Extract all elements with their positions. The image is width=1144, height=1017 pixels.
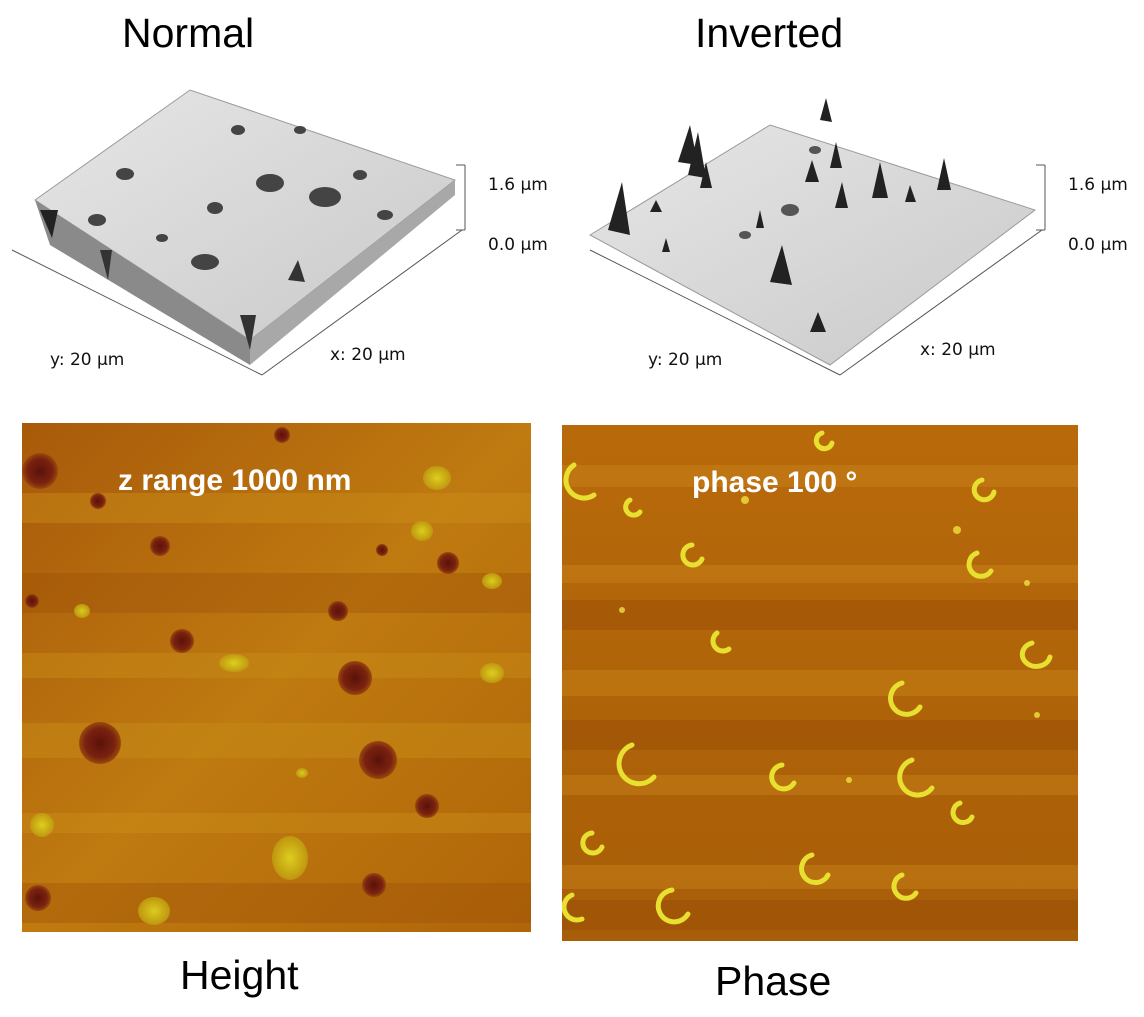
inverted-y-label: y: 20 µm	[648, 350, 722, 370]
height-overlay-label: z range 1000 nm	[118, 464, 352, 497]
normal-x-label: x: 20 µm	[330, 345, 406, 365]
inverted-z-top-label: 1.6 µm	[1068, 175, 1128, 195]
inverted-title: Inverted	[695, 10, 844, 56]
inverted-x-label: x: 20 µm	[920, 340, 996, 360]
normal-y-label: y: 20 µm	[50, 350, 124, 370]
phase-map	[562, 425, 1078, 941]
phase-caption: Phase	[715, 958, 832, 1004]
normal-z-top-label: 1.6 µm	[488, 175, 548, 195]
normal-z-bottom-label: 0.0 µm	[488, 235, 548, 255]
normal-3d-surface: 1.6 µm 0.0 µm y: 20 µm x: 20 µm	[11, 89, 548, 376]
inverted-3d-surface: 1.6 µm 0.0 µm y: 20 µm x: 20 µm	[588, 98, 1128, 376]
height-caption: Height	[180, 952, 299, 998]
phase-overlay-label: phase 100 °	[692, 466, 858, 499]
normal-title: Normal	[122, 10, 255, 56]
inverted-z-bottom-label: 0.0 µm	[1068, 235, 1128, 255]
height-map	[22, 423, 531, 932]
